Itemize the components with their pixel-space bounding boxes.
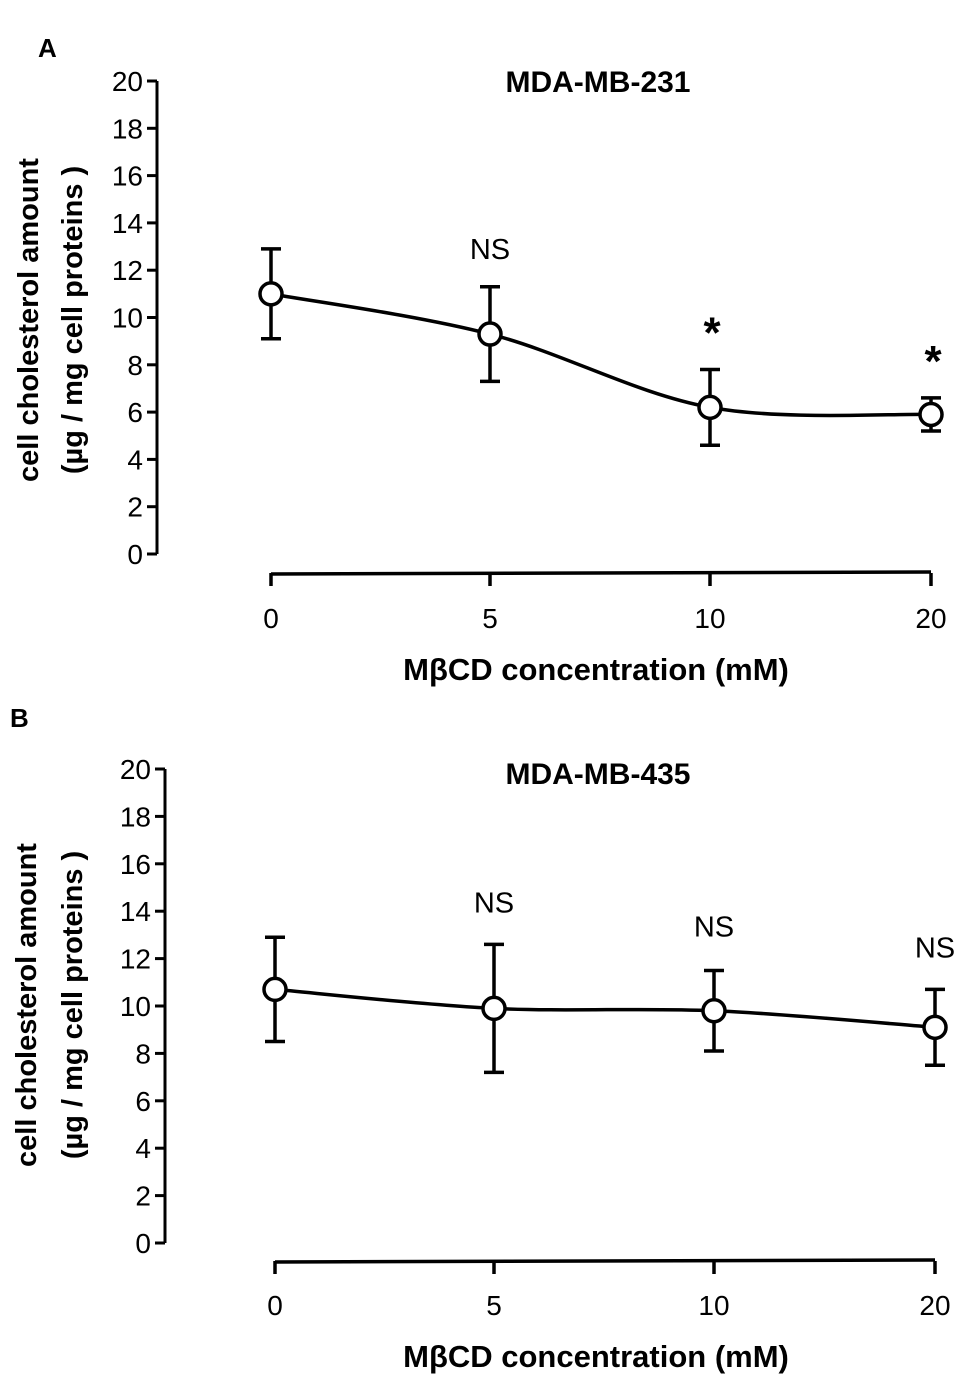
y-tick-label: 10	[112, 303, 143, 334]
panel-b-xlabel: MβCD concentration (mM)	[403, 1339, 789, 1374]
data-point	[922, 1014, 948, 1041]
panel-b-y-axis: 0 2 4 6 8 10 12 14 16 18 20	[120, 754, 167, 1259]
panel-a-x-axis: 0 5 10 20	[263, 570, 947, 634]
panel-b-series	[262, 935, 948, 1075]
y-tick-label: 6	[135, 1086, 151, 1117]
y-tick-label: 20	[112, 66, 143, 97]
y-tick-label: 16	[120, 849, 151, 880]
panel-a-title: MDA-MB-231	[505, 66, 690, 99]
x-tick-label: 10	[694, 603, 725, 634]
y-tick-label: 8	[127, 350, 143, 381]
y-tick-label: 6	[127, 397, 143, 428]
x-tick-label: 0	[267, 1290, 283, 1321]
data-point	[701, 997, 727, 1024]
y-tick-label: 10	[120, 991, 151, 1022]
data-point	[258, 281, 284, 307]
panel-b-x-axis: 0 5 10 20	[267, 1258, 951, 1321]
significance-ns: NS	[694, 911, 734, 943]
y-tick-label: 2	[135, 1181, 151, 1212]
panel-a-y-axis: 0 2 4 6 8 10 12 14 16 18 20	[112, 66, 159, 570]
y-tick-label: 8	[135, 1038, 151, 1069]
y-tick-label: 14	[120, 896, 151, 927]
data-point	[697, 394, 723, 421]
y-tick-label: 20	[120, 754, 151, 785]
panel-b-letter: B	[10, 703, 29, 733]
significance-ns: NS	[474, 887, 514, 919]
y-tick-label: 4	[135, 1133, 151, 1164]
significance-star: *	[924, 337, 942, 386]
y-tick-label: 12	[112, 255, 143, 286]
x-tick-label: 20	[915, 603, 946, 634]
data-point	[481, 995, 507, 1022]
x-axis-line	[274, 1258, 936, 1264]
y-tick-label: 14	[112, 208, 143, 239]
x-tick-label: 5	[486, 1290, 502, 1321]
panel-b-ylabel-line2: (µg / mg cell proteins )	[57, 851, 89, 1159]
data-point	[918, 401, 944, 428]
y-tick-label: 0	[135, 1228, 151, 1259]
x-axis-line	[270, 570, 932, 576]
panel-a-ylabel-line2: (µg / mg cell proteins )	[57, 166, 89, 474]
y-tick-label: 18	[120, 801, 151, 832]
series-line	[274, 987, 936, 1030]
panel-b-annotations: NS NS NS	[474, 887, 955, 964]
panel-b: B MDA-MB-435 cell cholesterol amount (µg…	[10, 703, 955, 1374]
y-tick-label: 0	[127, 539, 143, 570]
panel-a-xlabel: MβCD concentration (mM)	[403, 652, 789, 687]
x-tick-label: 10	[698, 1290, 729, 1321]
panel-a-letter: A	[38, 33, 57, 63]
x-tick-label: 20	[919, 1290, 950, 1321]
y-tick-label: 16	[112, 161, 143, 192]
panel-b-title: MDA-MB-435	[505, 758, 690, 791]
significance-ns: NS	[915, 932, 955, 964]
panel-a-series	[258, 247, 944, 447]
y-tick-label: 2	[127, 492, 143, 523]
panel-b-ylabel-line1: cell cholesterol amount	[11, 843, 43, 1167]
y-tick-label: 18	[112, 113, 143, 144]
panel-a-ylabel-line1: cell cholesterol amount	[13, 158, 45, 482]
data-point	[477, 321, 503, 347]
x-tick-label: 5	[482, 603, 498, 634]
significance-ns: NS	[470, 234, 510, 266]
panel-a-annotations: NS * *	[470, 234, 943, 386]
significance-star: *	[703, 309, 721, 358]
x-tick-label: 0	[263, 603, 279, 634]
series-line	[270, 292, 932, 418]
panel-a: A MDA-MB-231 cell cholesterol amount (µg…	[13, 33, 947, 687]
y-tick-label: 12	[120, 944, 151, 975]
y-tick-label: 4	[127, 444, 143, 475]
data-point	[262, 976, 288, 1003]
